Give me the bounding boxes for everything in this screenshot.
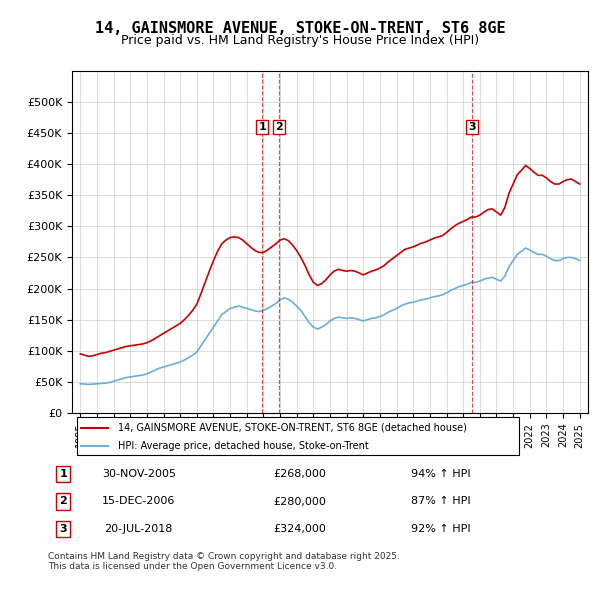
Text: £268,000: £268,000: [274, 469, 326, 479]
Text: 87% ↑ HPI: 87% ↑ HPI: [412, 497, 471, 506]
Text: 2: 2: [59, 497, 67, 506]
Text: 92% ↑ HPI: 92% ↑ HPI: [412, 524, 471, 534]
Text: Price paid vs. HM Land Registry's House Price Index (HPI): Price paid vs. HM Land Registry's House …: [121, 34, 479, 47]
Text: 30-NOV-2005: 30-NOV-2005: [102, 469, 176, 479]
Text: 3: 3: [59, 524, 67, 534]
Text: 1: 1: [59, 469, 67, 479]
Text: 14, GAINSMORE AVENUE, STOKE-ON-TRENT, ST6 8GE (detached house): 14, GAINSMORE AVENUE, STOKE-ON-TRENT, ST…: [118, 422, 466, 432]
Text: 20-JUL-2018: 20-JUL-2018: [104, 524, 173, 534]
Text: 94% ↑ HPI: 94% ↑ HPI: [412, 469, 471, 479]
Text: 2: 2: [275, 122, 283, 132]
Text: £280,000: £280,000: [274, 497, 326, 506]
Text: 15-DEC-2006: 15-DEC-2006: [102, 497, 175, 506]
Text: HPI: Average price, detached house, Stoke-on-Trent: HPI: Average price, detached house, Stok…: [118, 441, 368, 451]
Text: 3: 3: [469, 122, 476, 132]
Text: £324,000: £324,000: [274, 524, 326, 534]
Text: 1: 1: [258, 122, 266, 132]
Text: 14, GAINSMORE AVENUE, STOKE-ON-TRENT, ST6 8GE: 14, GAINSMORE AVENUE, STOKE-ON-TRENT, ST…: [95, 21, 505, 35]
FancyBboxPatch shape: [77, 417, 519, 455]
Text: Contains HM Land Registry data © Crown copyright and database right 2025.
This d: Contains HM Land Registry data © Crown c…: [48, 552, 400, 571]
